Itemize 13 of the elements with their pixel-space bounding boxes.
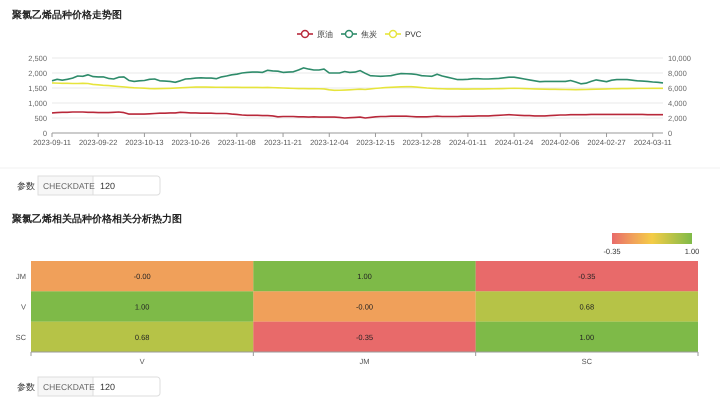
text: 参数 (17, 382, 35, 392)
text: 120 (100, 382, 116, 392)
text: 参数 (17, 181, 35, 191)
chart-title: 聚氯乙烯品种价格走势图 (11, 9, 122, 21)
legend-label: 原油 (317, 30, 333, 39)
line-series (51, 82, 664, 92)
text: 120 (100, 181, 116, 191)
legend-label: PVC (405, 30, 422, 39)
text: CHECKDATE (43, 181, 96, 191)
line-series (51, 67, 664, 85)
legend-label: 焦炭 (361, 30, 377, 39)
text: CHECKDATE (43, 382, 96, 392)
chart-title: 聚氯乙烯相关品种价格相关分析热力图 (11, 213, 182, 225)
